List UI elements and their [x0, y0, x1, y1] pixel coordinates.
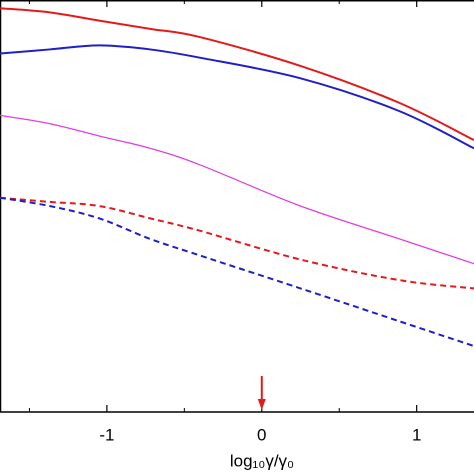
series-line — [0, 196, 474, 290]
x-tick-label: 1 — [412, 425, 421, 444]
series-line — [0, 114, 474, 265]
arrow-head — [257, 399, 266, 410]
x-tick-label: 0 — [257, 425, 266, 444]
series-line — [0, 7, 474, 141]
x-axis-label: log₁₀γ/γ₀ — [230, 451, 294, 470]
x-tick-label: -1 — [99, 425, 114, 444]
series-line — [0, 44, 474, 150]
series-line — [0, 196, 474, 348]
